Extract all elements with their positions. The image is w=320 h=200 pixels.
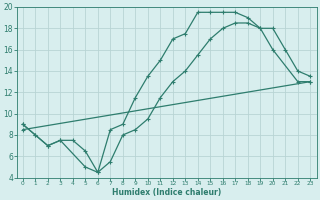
X-axis label: Humidex (Indice chaleur): Humidex (Indice chaleur) bbox=[112, 188, 221, 197]
